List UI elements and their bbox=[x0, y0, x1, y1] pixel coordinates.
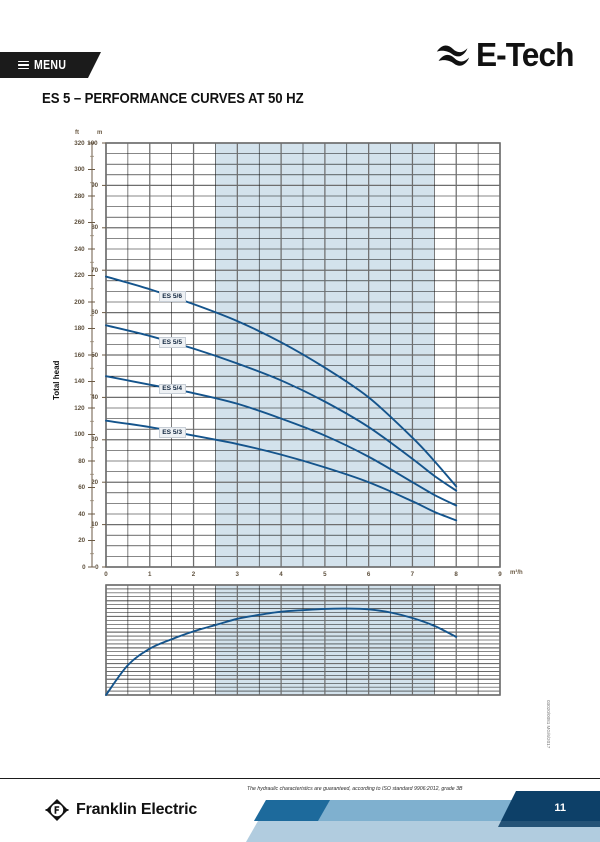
footer-disclaimer: The hydraulic characteristics are guaran… bbox=[247, 786, 463, 792]
performance-curves-svg bbox=[88, 142, 501, 696]
footer-graphic bbox=[246, 791, 600, 842]
menu-button-label: MENU bbox=[34, 58, 67, 72]
footer-company-name: Franklin Electric bbox=[76, 801, 198, 818]
etech-wave-logo-icon bbox=[437, 45, 470, 66]
menu-band bbox=[0, 52, 88, 78]
page-title: ES 5 – PERFORMANCE CURVES AT 50 HZ bbox=[42, 90, 304, 107]
menu-band-tail bbox=[88, 52, 101, 78]
footer-divider bbox=[0, 778, 600, 780]
page-number: 11 bbox=[554, 802, 566, 814]
document-side-code: 03020/0081 MG/6/2017 bbox=[546, 700, 551, 749]
menu-button[interactable]: MENU bbox=[0, 52, 72, 78]
franklin-electric-diamond-logo-icon bbox=[45, 799, 69, 821]
brand-name: E-Tech bbox=[476, 36, 574, 73]
hamburger-icon bbox=[18, 60, 29, 70]
franklin-electric-logo: Franklin Electric bbox=[45, 798, 197, 822]
brand-logo: E-Tech bbox=[436, 36, 578, 74]
